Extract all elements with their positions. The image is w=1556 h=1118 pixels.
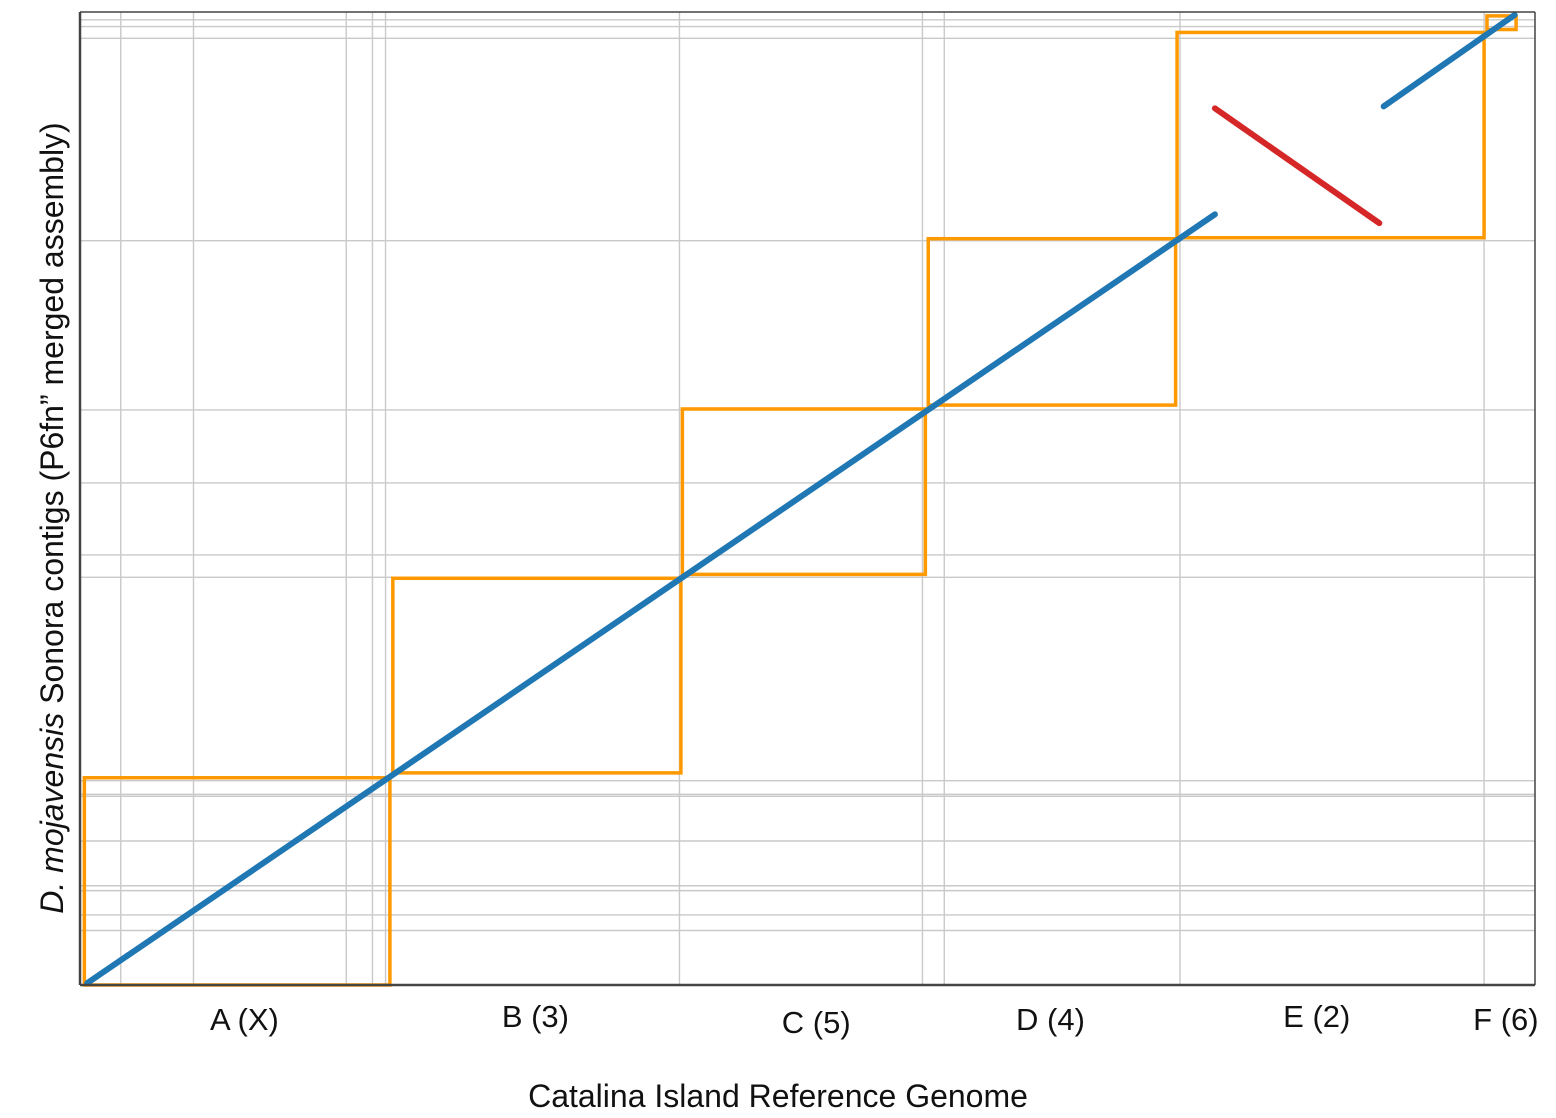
scaffold-box bbox=[1175, 30, 1486, 240]
x-tick-label: B (3) bbox=[502, 999, 569, 1034]
y-axis-label: D. mojavensis Sonora contigs (P6fn” merg… bbox=[34, 48, 70, 988]
y-axis-label-rest: Sonora contigs (P6fn” merged assembly) bbox=[34, 122, 70, 713]
alignment-series bbox=[84, 11, 1518, 987]
reverse-alignment-segment bbox=[1211, 105, 1383, 227]
y-axis-label-species: D. mojavensis bbox=[34, 712, 70, 914]
plot-frame bbox=[78, 11, 1536, 987]
scaffold-boxes bbox=[82, 14, 1518, 987]
x-tick-label: C (5) bbox=[782, 1005, 851, 1040]
forward-alignment-segment bbox=[84, 211, 1218, 987]
x-tick-label: E (2) bbox=[1283, 999, 1350, 1034]
x-tick-labels: A (X) B (3) C (5) D (4) E (2) F (6) bbox=[210, 999, 1539, 1040]
x-axis-label: Catalina Island Reference Genome bbox=[528, 1078, 1028, 1114]
scaffold-box bbox=[680, 407, 928, 577]
scaffold-box bbox=[1485, 14, 1518, 32]
x-tick-label: F (6) bbox=[1473, 1002, 1538, 1037]
forward-alignment-segment bbox=[1380, 11, 1518, 110]
scaffold-box bbox=[391, 576, 683, 775]
grid-lines bbox=[80, 12, 1535, 985]
x-tick-label: A (X) bbox=[210, 1002, 279, 1037]
scaffold-box bbox=[926, 236, 1178, 407]
x-tick-label: D (4) bbox=[1016, 1002, 1085, 1037]
